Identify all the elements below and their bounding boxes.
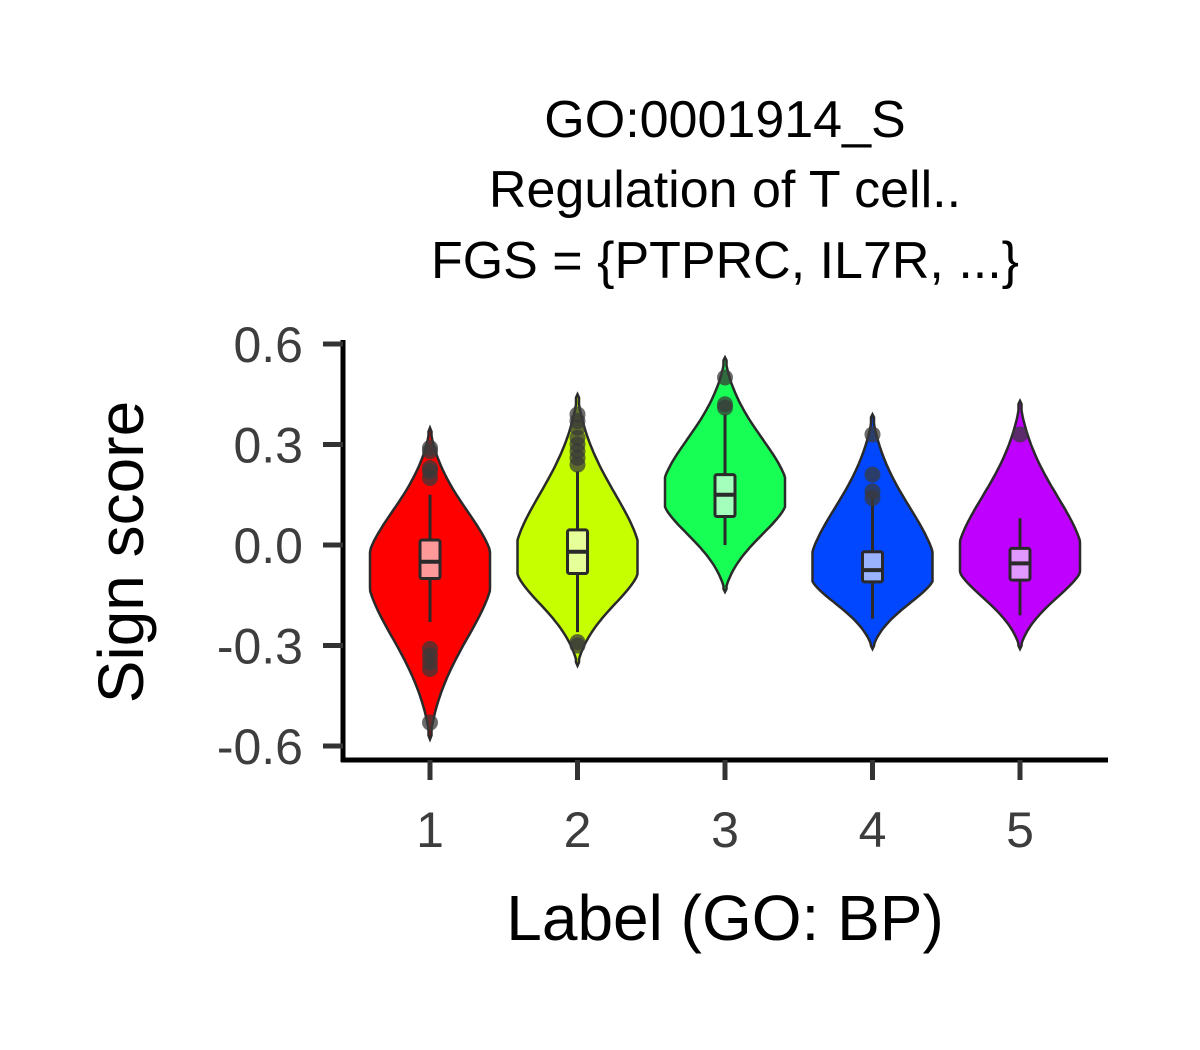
title-line-3: FGS = {PTPRC, IL7R, ...} [431,232,1019,290]
axes: 0.6 0.3 0.0 -0.3 -0.6 1 2 3 4 5 [217,317,1108,858]
y-ticks: 0.6 0.3 0.0 -0.3 -0.6 [217,317,343,775]
violin-group-2 [516,391,639,669]
y-tick-label: -0.6 [217,719,303,775]
x-ticks: 1 2 3 4 5 [416,760,1034,858]
chart-title: GO:0001914_S Regulation of T cell.. FGS … [431,91,1019,290]
x-tick-label: 4 [859,802,887,858]
violin-group-3 [663,354,787,595]
outlier-point [422,443,438,460]
y-tick-label: 0.0 [233,518,303,574]
plot-area [368,354,1082,743]
box-1 [418,538,442,580]
title-line-1: GO:0001914_S [544,91,905,149]
outlier-point [422,470,438,486]
violin-group-4 [811,411,934,652]
outlier-point [864,426,881,443]
violin-group-1 [368,424,492,743]
outlier-point [569,456,586,473]
outlier-point [864,490,881,507]
outlier-point [717,369,733,386]
x-tick-label: 5 [1006,802,1034,858]
outlier-point [717,399,733,416]
box-4 [861,550,884,584]
y-tick-label: 0.6 [233,317,303,373]
outlier-point [569,637,586,654]
outlier-point [422,660,438,677]
outlier-point [1012,426,1028,443]
y-tick-label: 0.3 [233,418,303,474]
y-axis-title: Sign score [85,401,157,703]
x-tick-label: 1 [416,802,444,858]
outlier-point [422,714,438,731]
outlier-point [864,466,881,483]
x-tick-label: 3 [711,802,739,858]
title-line-2: Regulation of T cell.. [489,161,961,219]
violin-group-5 [958,398,1082,652]
y-tick-label: -0.3 [217,619,303,675]
x-axis-title: Label (GO: BP) [506,882,944,954]
x-tick-label: 2 [564,802,592,858]
